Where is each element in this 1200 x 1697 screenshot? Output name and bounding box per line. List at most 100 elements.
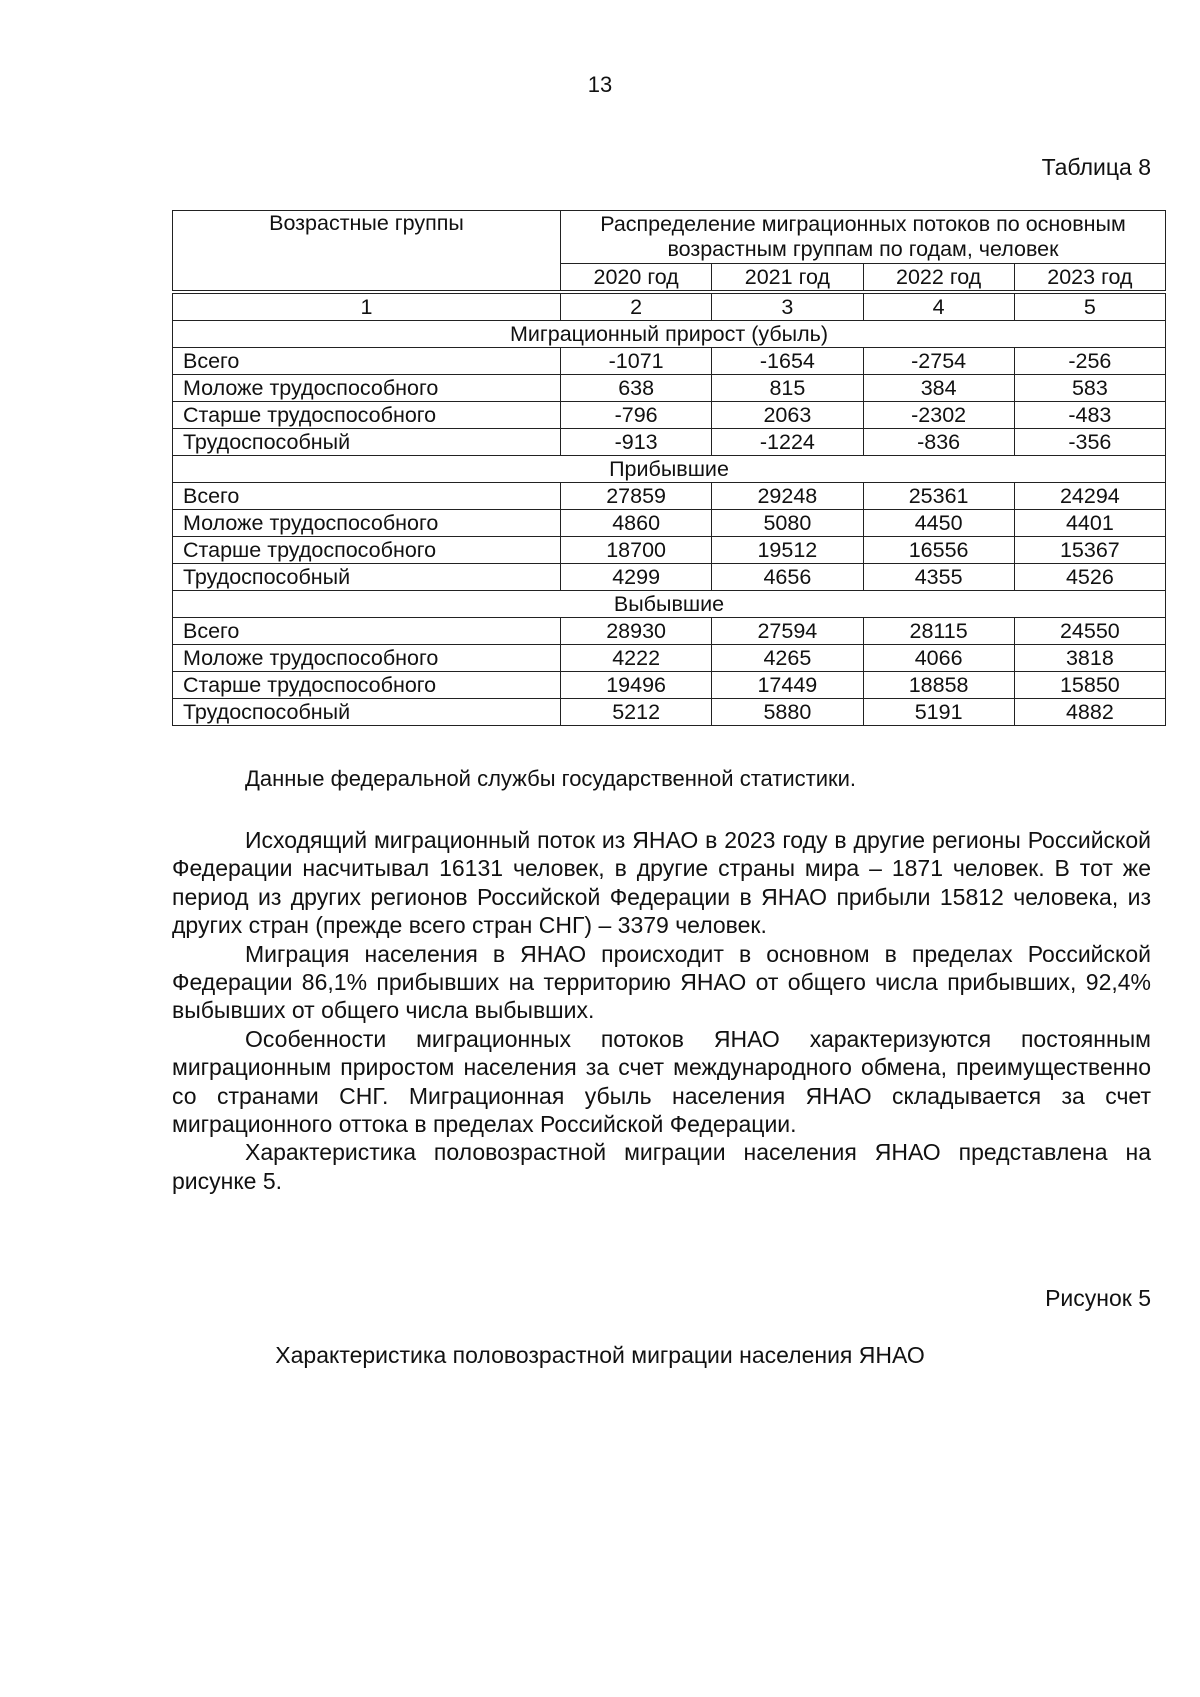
table-cell: 4066 <box>862 644 1015 672</box>
table-cell: 28115 <box>862 617 1015 645</box>
table-cell: -483 <box>1013 401 1167 429</box>
table-row: Всего 28930 27594 28115 24550 <box>172 617 1167 645</box>
table-cell: 5212 <box>559 698 713 726</box>
row-label: Моложе трудоспособного <box>172 374 561 402</box>
section-row: Миграционный прирост (убыль) <box>172 320 1166 348</box>
table-cell: -913 <box>559 428 713 456</box>
row-label: Всего <box>172 617 561 645</box>
row-label: Старше трудоспособного <box>172 536 561 564</box>
table-label: Таблица 8 <box>1041 154 1151 180</box>
row-label: Моложе трудоспособного <box>172 644 561 672</box>
header-distribution: Распределение миграционных потоков по ос… <box>560 210 1166 264</box>
table-cell: 583 <box>1013 374 1167 402</box>
header-year: 2021 год <box>711 263 864 293</box>
column-number: 4 <box>862 290 1015 321</box>
table-cell: -836 <box>862 428 1015 456</box>
table-cell: 27594 <box>711 617 864 645</box>
row-label: Всего <box>172 482 561 510</box>
table-cell: 4860 <box>559 509 713 537</box>
table-row: Всего -1071 -1654 -2754 -256 <box>172 347 1167 375</box>
table-cell: 24550 <box>1013 617 1167 645</box>
header-year: 2023 год <box>1013 263 1167 293</box>
table-cell: 815 <box>711 374 864 402</box>
migration-table: Возрастные группы Распределение миграцио… <box>172 210 1167 726</box>
table-cell: -796 <box>559 401 713 429</box>
table-cell: 15367 <box>1013 536 1167 564</box>
table-cell: 16556 <box>862 536 1015 564</box>
section-title: Миграционный прирост (убыль) <box>172 320 1166 348</box>
row-label: Трудоспособный <box>172 698 561 726</box>
section-title: Прибывшие <box>172 455 1166 483</box>
section-row: Выбывшие <box>172 590 1166 618</box>
table-row: Старше трудоспособного 18700 19512 16556 153… <box>172 536 1167 564</box>
table-row: Старше трудоспособного -796 2063 -2302 -483 <box>172 401 1167 429</box>
table-cell: 24294 <box>1013 482 1167 510</box>
table-cell: 4355 <box>862 563 1015 591</box>
table-row: Трудоспособный 4299 4656 4355 4526 <box>172 563 1167 591</box>
table-cell: -2754 <box>862 347 1015 375</box>
page-number: 13 <box>587 72 613 97</box>
table-cell: -2302 <box>862 401 1015 429</box>
table-cell: 3818 <box>1013 644 1167 672</box>
paragraph: Исходящий миграционный поток из ЯНАО в 2… <box>172 827 1151 939</box>
table-cell: 29248 <box>711 482 864 510</box>
table-cell: 17449 <box>711 671 864 699</box>
table-cell: 4265 <box>711 644 864 672</box>
table-cell: 4882 <box>1013 698 1167 726</box>
table-cell: 384 <box>862 374 1015 402</box>
column-number: 2 <box>559 290 713 321</box>
figure-label: Рисунок 5 <box>1045 1285 1151 1311</box>
table-cell: -1224 <box>711 428 864 456</box>
column-number: 3 <box>711 290 864 321</box>
column-number: 1 <box>172 290 561 321</box>
row-label: Трудоспособный <box>172 563 561 591</box>
section-title: Выбывшие <box>172 590 1166 618</box>
header-age-groups: Возрастные группы <box>172 210 561 293</box>
table-cell: 4222 <box>559 644 713 672</box>
table-cell: 4299 <box>559 563 713 591</box>
table-cell: 4450 <box>862 509 1015 537</box>
table-cell: -356 <box>1013 428 1167 456</box>
table-cell: -1654 <box>711 347 864 375</box>
table-cell: 4526 <box>1013 563 1167 591</box>
table-cell: 5080 <box>711 509 864 537</box>
row-label: Моложе трудоспособного <box>172 509 561 537</box>
table-row: Моложе трудоспособного 638 815 384 583 <box>172 374 1167 402</box>
row-label: Старше трудоспособного <box>172 401 561 429</box>
row-label: Трудоспособный <box>172 428 561 456</box>
table-row: Старше трудоспособного 19496 17449 18858 158… <box>172 671 1167 699</box>
table-cell: 19512 <box>711 536 864 564</box>
table-row: Моложе трудоспособного 4222 4265 4066 3818 <box>172 644 1167 672</box>
paragraph: Характеристика половозрастной миграции н… <box>172 1139 1151 1194</box>
table-cell: 18858 <box>862 671 1015 699</box>
table-row: Моложе трудоспособного 4860 5080 4450 4401 <box>172 509 1167 537</box>
table-cell: 19496 <box>559 671 713 699</box>
table-cell: 15850 <box>1013 671 1167 699</box>
table-cell: 2063 <box>711 401 864 429</box>
table-cell: 25361 <box>862 482 1015 510</box>
table-cell: 28930 <box>559 617 713 645</box>
table-cell: 5880 <box>711 698 864 726</box>
section-row: Прибывшие <box>172 455 1166 483</box>
table-row: Трудоспособный -913 -1224 -836 -356 <box>172 428 1167 456</box>
table-cell: 638 <box>559 374 713 402</box>
table-cell: 4656 <box>711 563 864 591</box>
table-cell: -256 <box>1013 347 1167 375</box>
table-row: Трудоспособный 5212 5880 5191 4882 <box>172 698 1167 726</box>
table-cell: 4401 <box>1013 509 1167 537</box>
source-note: Данные федеральной службы государственно… <box>245 766 857 791</box>
row-label: Всего <box>172 347 561 375</box>
paragraph: Особенности миграционных потоков ЯНАО ха… <box>172 1025 1151 1138</box>
paragraph: Миграция населения в ЯНАО происходит в о… <box>172 940 1151 1024</box>
header-year: 2020 год <box>559 263 713 293</box>
table-cell: 27859 <box>559 482 713 510</box>
table-cell: -1071 <box>559 347 713 375</box>
table-cell: 18700 <box>559 536 713 564</box>
table-row: Всего 27859 29248 25361 24294 <box>172 482 1167 510</box>
column-number: 5 <box>1013 290 1167 321</box>
header-year: 2022 год <box>862 263 1015 293</box>
body-text: Исходящий миграционный поток из ЯНАО в 2… <box>172 826 1151 1195</box>
table-cell: 5191 <box>862 698 1015 726</box>
row-label: Старше трудоспособного <box>172 671 561 699</box>
figure-caption: Характеристика половозрастной миграции н… <box>275 1342 925 1368</box>
